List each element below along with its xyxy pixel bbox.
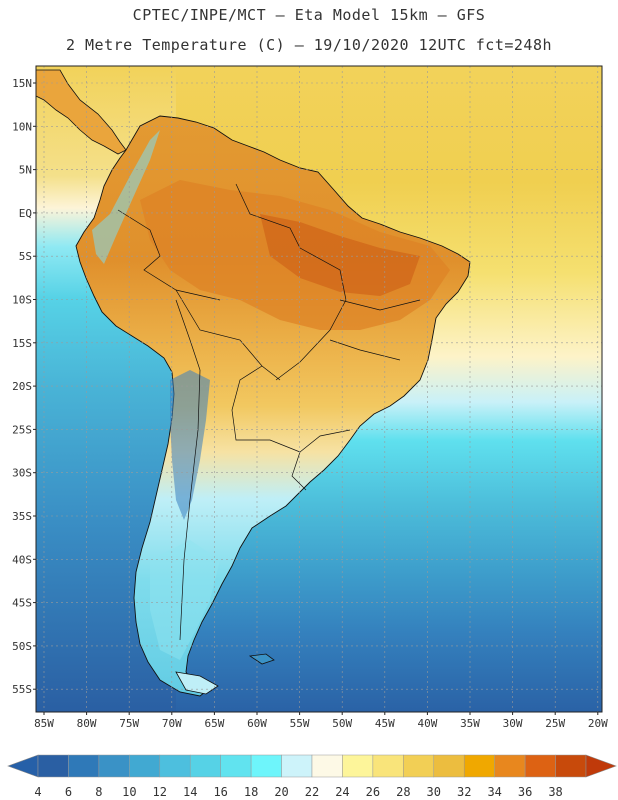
lon-tick-label: 85W xyxy=(34,717,54,730)
lat-tick-label: 50S xyxy=(12,640,32,653)
colorbar-swatch xyxy=(129,754,161,778)
colorbar-label: 4 xyxy=(34,785,41,799)
map-frame xyxy=(35,65,603,713)
latitude-ticks: 15N 10N 5N EQ 5S 10S 15S 20S 25S 30S 35S 40S 45S 50S 5… xyxy=(12,77,36,696)
colorbar-swatch xyxy=(433,754,465,778)
country-borders xyxy=(117,183,421,641)
colorbar-label: 6 xyxy=(65,785,72,799)
lon-tick-label: 25W xyxy=(545,717,565,730)
lat-tick-label: 25S xyxy=(12,423,32,436)
colorbar-label: 30 xyxy=(427,785,441,799)
colorbar-swatch xyxy=(494,754,526,778)
title-field: 2 Metre Temperature (C) – 19/10/2020 12U… xyxy=(65,36,553,54)
lat-tick-label: 15N xyxy=(12,77,32,90)
colorbar-label: 18 xyxy=(244,785,258,799)
lat-tick-label: 5S xyxy=(19,250,32,263)
colorbar-label: 8 xyxy=(95,785,102,799)
colorbar-swatch xyxy=(37,754,69,778)
lon-tick-label: 45W xyxy=(375,717,395,730)
colorbar-swatch xyxy=(98,754,130,778)
lon-tick-label: 75W xyxy=(119,717,139,730)
lat-tick-label: 45S xyxy=(12,597,32,610)
colorbar-swatch xyxy=(68,754,100,778)
lat-tick-label: 40S xyxy=(12,553,32,566)
lon-tick-label: 55W xyxy=(290,717,310,730)
andes-south-cold xyxy=(170,370,210,520)
lon-tick-label: 80W xyxy=(77,717,97,730)
colorbar-swatch xyxy=(311,754,343,778)
lon-tick-label: 35W xyxy=(460,717,480,730)
colorbar-label: 22 xyxy=(305,785,319,799)
lat-tick-label: 10N xyxy=(12,120,32,133)
patagonia-cool xyxy=(150,540,220,660)
colorbar-label: 36 xyxy=(518,785,532,799)
lon-tick-label: 70W xyxy=(162,717,182,730)
tierra-del-fuego xyxy=(175,671,219,695)
colorbar-label: 14 xyxy=(183,785,197,799)
colorbar-swatch xyxy=(524,754,556,778)
colorbar-swatch xyxy=(189,754,221,778)
colorbar-swatch xyxy=(250,754,282,778)
colorbar-swatch xyxy=(555,754,587,778)
longitude-ticks: 85W 80W 75W 70W 65W 60W 55W 50W 45W 40W 35W 30W 25W 2… xyxy=(34,712,608,730)
colorbar-label: 26 xyxy=(366,785,380,799)
colorbar-swatch xyxy=(342,754,374,778)
colorbar-label: 16 xyxy=(213,785,227,799)
lon-tick-label: 20W xyxy=(588,717,608,730)
lon-tick-label: 40W xyxy=(417,717,437,730)
hottest-region xyxy=(260,214,420,296)
colorbar-label: 20 xyxy=(274,785,288,799)
colorbar-swatch xyxy=(159,754,191,778)
colorbar-label: 12 xyxy=(153,785,167,799)
lat-tick-label: 10S xyxy=(12,294,32,307)
lon-tick-label: 50W xyxy=(332,717,352,730)
colorbar-label: 34 xyxy=(487,785,501,799)
colorbar-label: 28 xyxy=(396,785,410,799)
colorbar-label: 32 xyxy=(457,785,471,799)
lat-tick-label: 20S xyxy=(12,380,32,393)
color-bar: 4 6 8 10 12 14 16 18 20 22 24 26 28 30 32 34 36 38 xyxy=(7,754,617,799)
colorbar-label: 10 xyxy=(122,785,136,799)
lat-tick-label: 35S xyxy=(12,510,32,523)
colorbar-label: 38 xyxy=(548,785,562,799)
andes-north-cool xyxy=(92,130,160,264)
colorbar-swatch xyxy=(281,754,313,778)
lat-tick-label: 55S xyxy=(12,683,32,696)
grid-lines xyxy=(36,66,602,712)
lon-tick-label: 60W xyxy=(247,717,267,730)
colorbar-swatch xyxy=(403,754,435,778)
colorbar-high-arrow xyxy=(585,754,617,778)
central-america-land xyxy=(36,69,127,155)
title-model: CPTEC/INPE/MCT – Eta Model 15km – GFS xyxy=(132,6,486,24)
colorbar-swatch xyxy=(372,754,404,778)
lon-tick-label: 65W xyxy=(204,717,224,730)
lat-tick-label: 15S xyxy=(12,337,32,350)
lon-tick-label: 30W xyxy=(503,717,523,730)
falkland-islands xyxy=(248,653,275,665)
colorbar-swatch xyxy=(463,754,495,778)
lat-tick-label: 5N xyxy=(19,164,32,177)
lat-tick-label: 30S xyxy=(12,467,32,480)
lat-tick-label: EQ xyxy=(19,207,32,220)
colorbar-low-arrow xyxy=(7,754,39,778)
colorbar-label: 24 xyxy=(335,785,349,799)
colorbar-swatch xyxy=(220,754,252,778)
